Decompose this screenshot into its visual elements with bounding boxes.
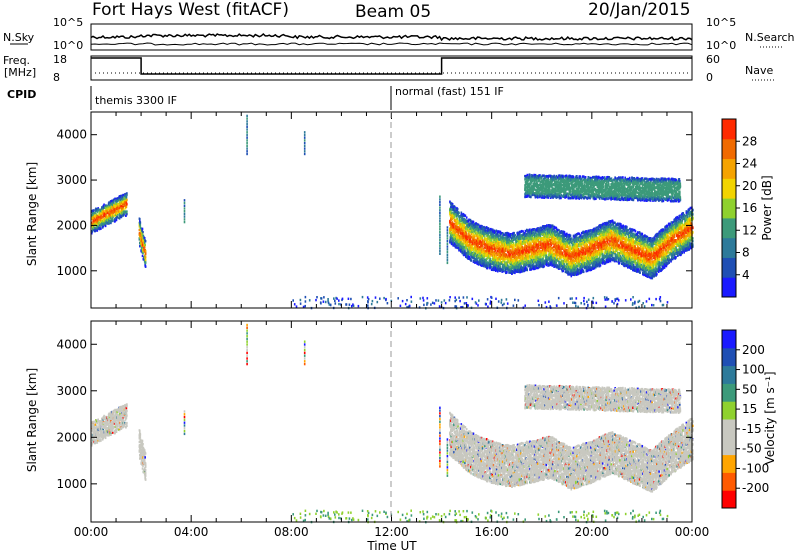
velocity-cbar-tick-7: -200 bbox=[742, 481, 769, 495]
nsky-label: N.Sky bbox=[3, 31, 35, 44]
velocity-echoes bbox=[91, 323, 694, 524]
cpid-segment-1: themis 3300 IF bbox=[95, 94, 177, 107]
velocity-x-ticks bbox=[90, 321, 693, 522]
time-tick-4: 16:00 bbox=[474, 525, 509, 539]
velocity-ytick-2000: 2000 bbox=[56, 430, 87, 444]
velocity-panel: 1000 2000 3000 4000 Slant Range [km] bbox=[25, 320, 694, 524]
freq-tick-top: 18 bbox=[53, 53, 67, 66]
freq-panel: 18 8 60 0 Freq. [MHz] Nave bbox=[3, 53, 776, 84]
velocity-ylabel: Slant Range [km] bbox=[25, 368, 39, 472]
velocity-ytick-3000: 3000 bbox=[56, 384, 87, 398]
nsearch-tick-bottom: 10^0 bbox=[706, 39, 736, 52]
power-ytick-2000: 2000 bbox=[56, 218, 87, 232]
power-ytick-4000: 4000 bbox=[56, 128, 87, 142]
power-cbar-tick-5: 24 bbox=[742, 157, 757, 171]
date-title: 20/Jan/2015 bbox=[588, 0, 691, 20]
velocity-cbar-tick-6: -100 bbox=[742, 461, 769, 475]
power-colorbar-label: Power [dB] bbox=[760, 175, 774, 240]
power-colorbar: 4 8 12 16 20 24 28 Power [dB] bbox=[721, 118, 774, 298]
time-tick-5: 20:00 bbox=[575, 525, 610, 539]
velocity-cbar-tick-1: 100 bbox=[742, 363, 765, 377]
nsky-trace bbox=[90, 32, 693, 42]
power-ytick-1000: 1000 bbox=[56, 264, 87, 278]
nsky-tick-bottom: 10^0 bbox=[53, 39, 83, 52]
velocity-cbar-tick-3: 15 bbox=[742, 402, 757, 416]
cpid-label: CPID bbox=[7, 88, 36, 101]
cpid-panel: CPID themis 3300 IF normal (fast) 151 IF bbox=[7, 85, 504, 110]
freq-label: Freq. bbox=[3, 54, 30, 67]
nsearch-trace bbox=[90, 42, 693, 46]
power-cbar-tick-3: 16 bbox=[742, 201, 757, 215]
time-tick-1: 04:00 bbox=[174, 525, 209, 539]
time-tick-labels: 00:00 04:00 08:00 12:00 16:00 20:00 00:00 bbox=[74, 525, 710, 539]
velocity-y-ticks: 1000 2000 3000 4000 bbox=[56, 337, 692, 491]
nsky-tick-top: 10^5 bbox=[53, 16, 83, 29]
velocity-colorbar-label: Velocity [m s⁻¹] bbox=[763, 371, 777, 464]
velocity-colorbar: 200 100 50 15 -15 -50 -100 -200 Velocity [m s⁻¹… bbox=[721, 329, 777, 509]
nsearch-label: N.Search bbox=[745, 31, 795, 44]
velocity-cbar-tick-0: 200 bbox=[742, 343, 765, 357]
time-tick-3: 12:00 bbox=[374, 525, 409, 539]
power-cbar-tick-2: 12 bbox=[742, 223, 757, 237]
nave-label: Nave bbox=[745, 64, 773, 77]
nsky-panel: 10^5 10^0 10^5 10^0 N.Sky N.Search bbox=[3, 16, 795, 52]
power-x-ticks bbox=[90, 112, 693, 308]
power-y-ticks: 1000 2000 3000 4000 bbox=[56, 128, 692, 278]
nave-tick-top: 60 bbox=[706, 53, 720, 66]
power-cbar-tick-1: 8 bbox=[742, 246, 750, 260]
nsearch-tick-top: 10^5 bbox=[706, 16, 736, 29]
beam-title: Beam 05 bbox=[355, 2, 431, 22]
power-ylabel: Slant Range [km] bbox=[25, 162, 39, 266]
station-title: Fort Hays West (fitACF) bbox=[92, 0, 289, 20]
time-tick-2: 08:00 bbox=[274, 525, 309, 539]
cpid-segment-2: normal (fast) 151 IF bbox=[395, 85, 504, 98]
power-echoes bbox=[91, 114, 694, 310]
x-axis-label: Time UT bbox=[366, 539, 417, 553]
power-cbar-tick-4: 20 bbox=[742, 179, 757, 193]
time-tick-0: 00:00 bbox=[74, 525, 109, 539]
power-cbar-tick-0: 4 bbox=[742, 268, 750, 282]
velocity-cbar-tick-4: -15 bbox=[742, 422, 762, 436]
freq-trace bbox=[91, 57, 692, 75]
power-ytick-3000: 3000 bbox=[56, 173, 87, 187]
velocity-cbar-tick-5: -50 bbox=[742, 442, 762, 456]
freq-tick-bottom: 8 bbox=[53, 71, 60, 84]
power-panel: 1000 2000 3000 4000 Slant Range [km] bbox=[25, 111, 694, 310]
freq-unit-label: [MHz] bbox=[4, 66, 36, 79]
velocity-cbar-tick-2: 50 bbox=[742, 382, 757, 396]
time-tick-6: 00:00 bbox=[675, 525, 710, 539]
velocity-ytick-1000: 1000 bbox=[56, 477, 87, 491]
nave-tick-bottom: 0 bbox=[706, 71, 713, 84]
power-cbar-tick-6: 28 bbox=[742, 134, 757, 148]
velocity-ytick-4000: 4000 bbox=[56, 337, 87, 351]
